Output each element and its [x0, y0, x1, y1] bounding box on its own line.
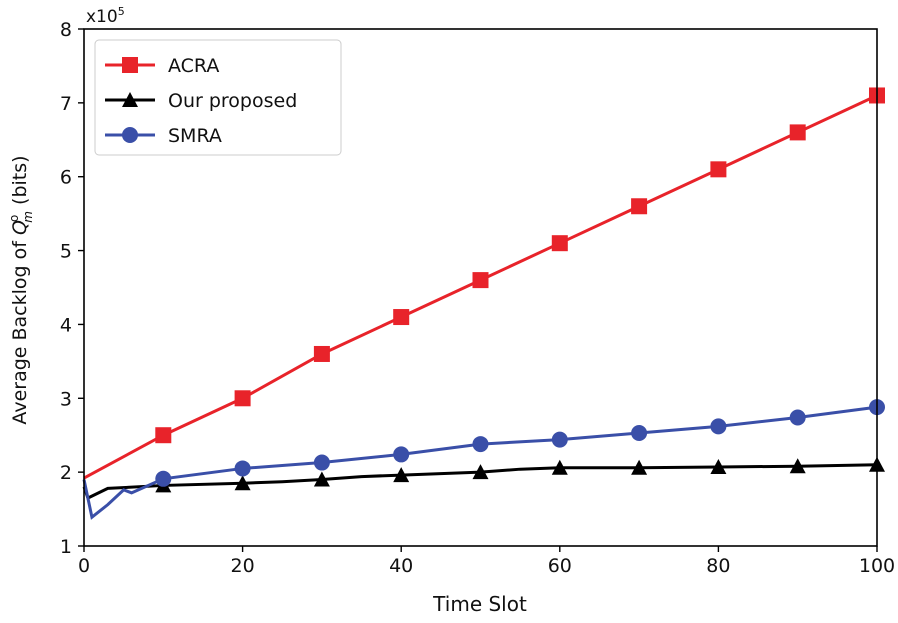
data-point: [313, 454, 330, 471]
data-point: [234, 390, 251, 407]
y-tick-label: 1: [60, 536, 72, 558]
y-multiplier: x105: [86, 5, 125, 27]
y-axis-label: Average Backlog of Qom (bits): [7, 155, 35, 424]
data-point: [472, 436, 489, 453]
y-tick-label: 5: [60, 241, 72, 263]
y-tick-label: 6: [60, 167, 72, 189]
legend: ACRA Our proposed SMRA: [94, 39, 342, 156]
data-point: [789, 409, 806, 426]
data-point: [710, 418, 727, 435]
data-point: [234, 460, 251, 477]
legend-entry: SMRA: [105, 125, 222, 147]
y-tick-label: 8: [60, 19, 72, 41]
legend-marker: [122, 92, 138, 107]
data-point: [313, 471, 330, 487]
data-point: [789, 124, 806, 141]
data-point: [393, 446, 410, 463]
data-point: [313, 345, 330, 362]
data-point: [551, 431, 568, 448]
legend-entry: Our proposed: [105, 90, 297, 112]
legend-box: [94, 39, 342, 156]
data-point: [631, 198, 648, 215]
y-tick-label: 3: [60, 388, 72, 410]
x-tick-label: 40: [389, 555, 413, 577]
data-point: [393, 309, 410, 326]
x-tick-label: 80: [706, 555, 730, 577]
legend-marker: [122, 127, 138, 143]
data-point: [551, 235, 568, 252]
data-point: [551, 459, 568, 475]
legend-label: ACRA: [168, 55, 219, 77]
series-line: [82, 405, 878, 520]
data-point: [789, 458, 806, 474]
y-tick-label: 7: [60, 93, 72, 115]
x-tick-label: 60: [548, 555, 572, 577]
data-point: [234, 475, 251, 491]
x-axis-label: Time Slot: [432, 592, 527, 616]
y-tick-label: 4: [60, 314, 72, 336]
data-point: [710, 458, 727, 474]
legend-marker: [122, 57, 138, 73]
data-point: [631, 459, 648, 475]
legend-label: SMRA: [168, 125, 222, 147]
data-point: [155, 470, 172, 487]
x-tick-label: 20: [231, 555, 255, 577]
series-our-proposed: [82, 456, 885, 501]
legend-label: Our proposed: [168, 90, 297, 112]
data-point: [393, 467, 410, 483]
data-point: [631, 424, 648, 441]
plot-frame: [83, 28, 878, 547]
x-tick-label: 0: [78, 555, 90, 577]
y-tick-label: 2: [60, 462, 72, 484]
series-line: [82, 463, 878, 501]
x-tick-label: 100: [859, 555, 895, 577]
data-point: [155, 427, 172, 444]
data-point: [472, 272, 489, 289]
data-point: [472, 464, 489, 480]
data-point: [710, 161, 727, 178]
series-acra: [83, 87, 885, 480]
legend-entry: ACRA: [105, 55, 219, 77]
